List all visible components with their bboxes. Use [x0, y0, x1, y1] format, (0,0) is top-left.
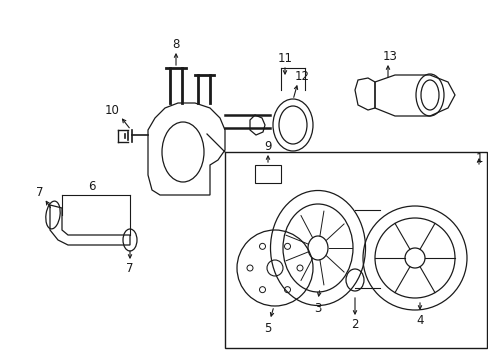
Text: 13: 13: [382, 49, 397, 63]
Text: 12: 12: [294, 69, 309, 82]
Text: 6: 6: [88, 180, 96, 194]
Text: 11: 11: [277, 51, 292, 64]
Text: 8: 8: [172, 37, 179, 50]
Text: 9: 9: [264, 140, 271, 153]
Text: 7: 7: [36, 185, 43, 198]
Bar: [254, 165, 281, 183]
Text: 7: 7: [126, 261, 134, 274]
Text: 1: 1: [474, 152, 482, 165]
Text: 4: 4: [415, 314, 423, 327]
Text: 2: 2: [350, 319, 358, 332]
Text: 5: 5: [264, 321, 271, 334]
Bar: [224, 152, 486, 348]
Text: 10: 10: [104, 104, 119, 117]
Text: 3: 3: [314, 302, 321, 315]
